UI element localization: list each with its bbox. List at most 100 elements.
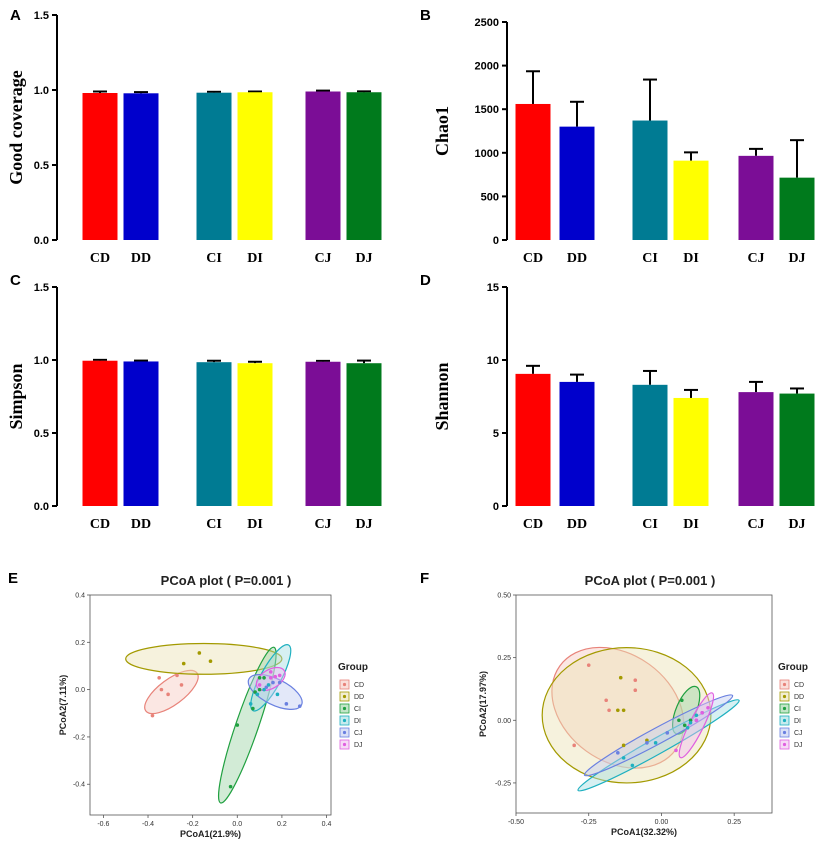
bar-dj bbox=[779, 177, 815, 240]
y-tick-label: 0.5 bbox=[34, 428, 49, 440]
x-category-label: CD bbox=[523, 517, 543, 532]
legend: Group CD DD CI DI CJ DJ bbox=[338, 662, 368, 750]
panel-label: D bbox=[420, 272, 431, 289]
y-tick-label: 2500 bbox=[475, 17, 499, 29]
point-di bbox=[653, 741, 658, 745]
point-dj bbox=[700, 710, 704, 715]
legend-label-dj: DJ bbox=[354, 742, 363, 749]
legend-label-ci: CI bbox=[794, 706, 801, 713]
bar-ci bbox=[196, 362, 232, 506]
x-category-label: CI bbox=[206, 517, 222, 532]
x-tick-label: -0.50 bbox=[508, 819, 524, 826]
x-category-label: DJ bbox=[788, 251, 805, 266]
legend-label-di: DI bbox=[794, 718, 801, 725]
plot-frame bbox=[515, 594, 773, 814]
x-category-label: DI bbox=[683, 251, 699, 266]
bar-cj bbox=[738, 155, 774, 240]
y-tick-label: 5 bbox=[493, 428, 499, 440]
point-di bbox=[688, 720, 693, 725]
ellipse-cj bbox=[247, 674, 303, 710]
legend-title: Group bbox=[338, 662, 368, 673]
x-category-label: CJ bbox=[747, 517, 764, 532]
pcoa-panel-e: E PCoA plot ( P=0.001 ) -0.6 -0.4 -0.2 0.0 0.2… bbox=[8, 570, 368, 839]
pcoa-panel-f: F PCoA plot ( P=0.001 ) -0.50 -0.25 0.00 0.25… bbox=[420, 570, 808, 837]
y-tick-label: 10 bbox=[487, 355, 499, 367]
y-axis-title: PCoA2(7.11%) bbox=[58, 675, 68, 736]
point-di bbox=[694, 713, 699, 718]
legend-dot-dj bbox=[782, 742, 787, 747]
bar-cd bbox=[515, 103, 551, 240]
x-category-label: DD bbox=[131, 251, 151, 266]
legend-dot-dj bbox=[342, 742, 347, 747]
ellipse-dd bbox=[125, 642, 283, 675]
x-tick-label: -0.4 bbox=[142, 821, 154, 828]
y-tick-label: 15 bbox=[487, 282, 499, 294]
x-category-label: DJ bbox=[355, 517, 372, 532]
x-category-label: CI bbox=[206, 251, 222, 266]
bar-di bbox=[237, 92, 273, 240]
point-dj bbox=[277, 673, 282, 678]
panel-label: B bbox=[420, 7, 431, 24]
x-axis-title: PCoA1(32.32%) bbox=[611, 827, 677, 837]
point-ci bbox=[257, 687, 262, 692]
y-tick-label: 0.2 bbox=[75, 640, 85, 647]
ellipse-di bbox=[577, 699, 740, 792]
y-axis-title: PCoA2(17.97%) bbox=[478, 671, 488, 737]
bar-dd bbox=[559, 381, 595, 506]
point-cd bbox=[572, 743, 576, 748]
plot-frame bbox=[89, 594, 332, 816]
y-tick-label: 0 bbox=[493, 235, 499, 247]
y-tick-label: 1.0 bbox=[34, 355, 49, 367]
plot-title: PCoA plot ( P=0.001 ) bbox=[161, 573, 292, 588]
point-di bbox=[266, 683, 271, 687]
x-category-label: CD bbox=[90, 517, 110, 532]
point-di bbox=[685, 726, 690, 730]
x-category-label: CJ bbox=[314, 251, 331, 266]
point-di bbox=[630, 763, 635, 768]
point-dd bbox=[621, 743, 626, 748]
y-tick-label: 1.5 bbox=[34, 282, 49, 294]
panel-label: A bbox=[10, 7, 21, 24]
legend: Group CD DD CI DI CJ DJ bbox=[778, 662, 808, 750]
bar-cj bbox=[738, 392, 774, 506]
bar-dj bbox=[346, 363, 382, 506]
x-tick-label: 0.4 bbox=[322, 821, 332, 828]
x-category-label: CI bbox=[642, 517, 658, 532]
bar-dj bbox=[779, 393, 815, 506]
panel-label: C bbox=[10, 272, 21, 289]
point-cj bbox=[277, 680, 282, 685]
y-axis-title: Chao1 bbox=[432, 106, 452, 156]
point-cd bbox=[586, 663, 591, 667]
point-ci bbox=[253, 690, 257, 694]
point-cj bbox=[616, 751, 620, 755]
x-tick-label: 0.0 bbox=[232, 821, 242, 828]
point-ci bbox=[228, 784, 233, 789]
legend-dot-dd bbox=[782, 694, 787, 699]
point-dd bbox=[197, 651, 202, 655]
point-dd bbox=[181, 661, 186, 666]
x-axis-title: PCoA1(21.9%) bbox=[180, 829, 241, 839]
point-di bbox=[255, 692, 260, 697]
y-axis-title: Simpson bbox=[6, 363, 26, 429]
bar-panel-c: C Simpson 0.0 0.5 1.0 1.5 CD DD CI DI CJ DJ bbox=[6, 272, 382, 532]
y-tick-label: -0.2 bbox=[73, 734, 85, 741]
point-cd bbox=[633, 688, 638, 693]
point-ci bbox=[688, 718, 693, 723]
legend-dot-cd bbox=[782, 682, 787, 687]
point-cj bbox=[264, 685, 269, 690]
x-category-label: CI bbox=[642, 251, 658, 266]
point-cj bbox=[665, 731, 670, 735]
bar-cd bbox=[82, 93, 118, 240]
legend-label-ci: CI bbox=[354, 706, 361, 713]
bar-di bbox=[673, 160, 709, 240]
point-di bbox=[262, 687, 266, 692]
x-category-label: DJ bbox=[355, 251, 372, 266]
point-dj bbox=[694, 718, 699, 723]
ellipse-cd bbox=[144, 669, 199, 715]
point-ci bbox=[677, 718, 681, 723]
y-tick-label: 1500 bbox=[475, 104, 499, 116]
point-cd bbox=[607, 708, 611, 713]
legend-label-cj: CJ bbox=[794, 730, 803, 737]
point-ci bbox=[262, 675, 266, 680]
legend-dot-ci bbox=[342, 706, 347, 711]
